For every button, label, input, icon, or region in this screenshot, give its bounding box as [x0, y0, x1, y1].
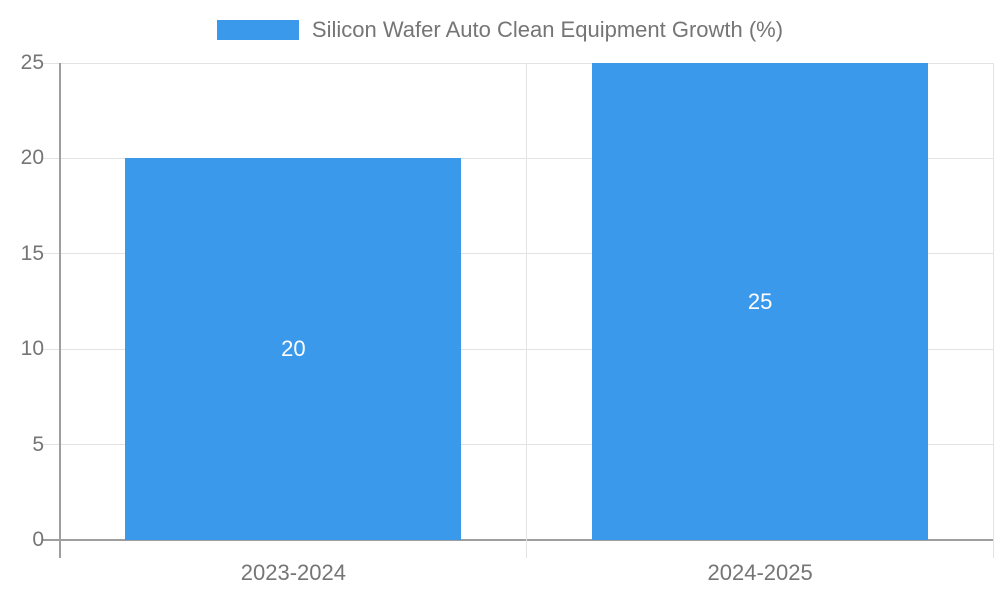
- y-tick-label: 20: [20, 146, 44, 170]
- y-tick-label: 25: [20, 51, 44, 74]
- y-gridline: [42, 348, 994, 350]
- y-tick-label: 10: [20, 337, 44, 361]
- x-axis-line: [42, 539, 994, 541]
- y-tick-label: 5: [32, 432, 44, 456]
- y-axis-line: [59, 63, 61, 558]
- bar-value-label: 20: [281, 336, 306, 362]
- bar-value-label: 25: [747, 288, 773, 314]
- y-gridline: [42, 253, 994, 255]
- plot-right-border: [993, 63, 994, 558]
- bar-2023-2024[interactable]: [125, 158, 462, 540]
- legend: Silicon Wafer Auto Clean Equipment Growt…: [0, 17, 1000, 43]
- y-tick-label: 15: [20, 241, 44, 265]
- y-tick-label: 0: [32, 528, 44, 551]
- bar-2024-2025[interactable]: [592, 63, 929, 540]
- legend-item[interactable]: Silicon Wafer Auto Clean Equipment Growt…: [216, 17, 784, 43]
- y-gridline: [42, 62, 994, 64]
- legend-swatch: [216, 20, 299, 40]
- x-tick-label: 2024-2025: [707, 560, 813, 585]
- x-tick-label: 2023-2024: [240, 560, 346, 585]
- category-gridline: [526, 63, 528, 558]
- y-gridline: [42, 157, 994, 159]
- y-gridline: [42, 444, 994, 446]
- legend-label: Silicon Wafer Auto Clean Equipment Growt…: [311, 17, 784, 42]
